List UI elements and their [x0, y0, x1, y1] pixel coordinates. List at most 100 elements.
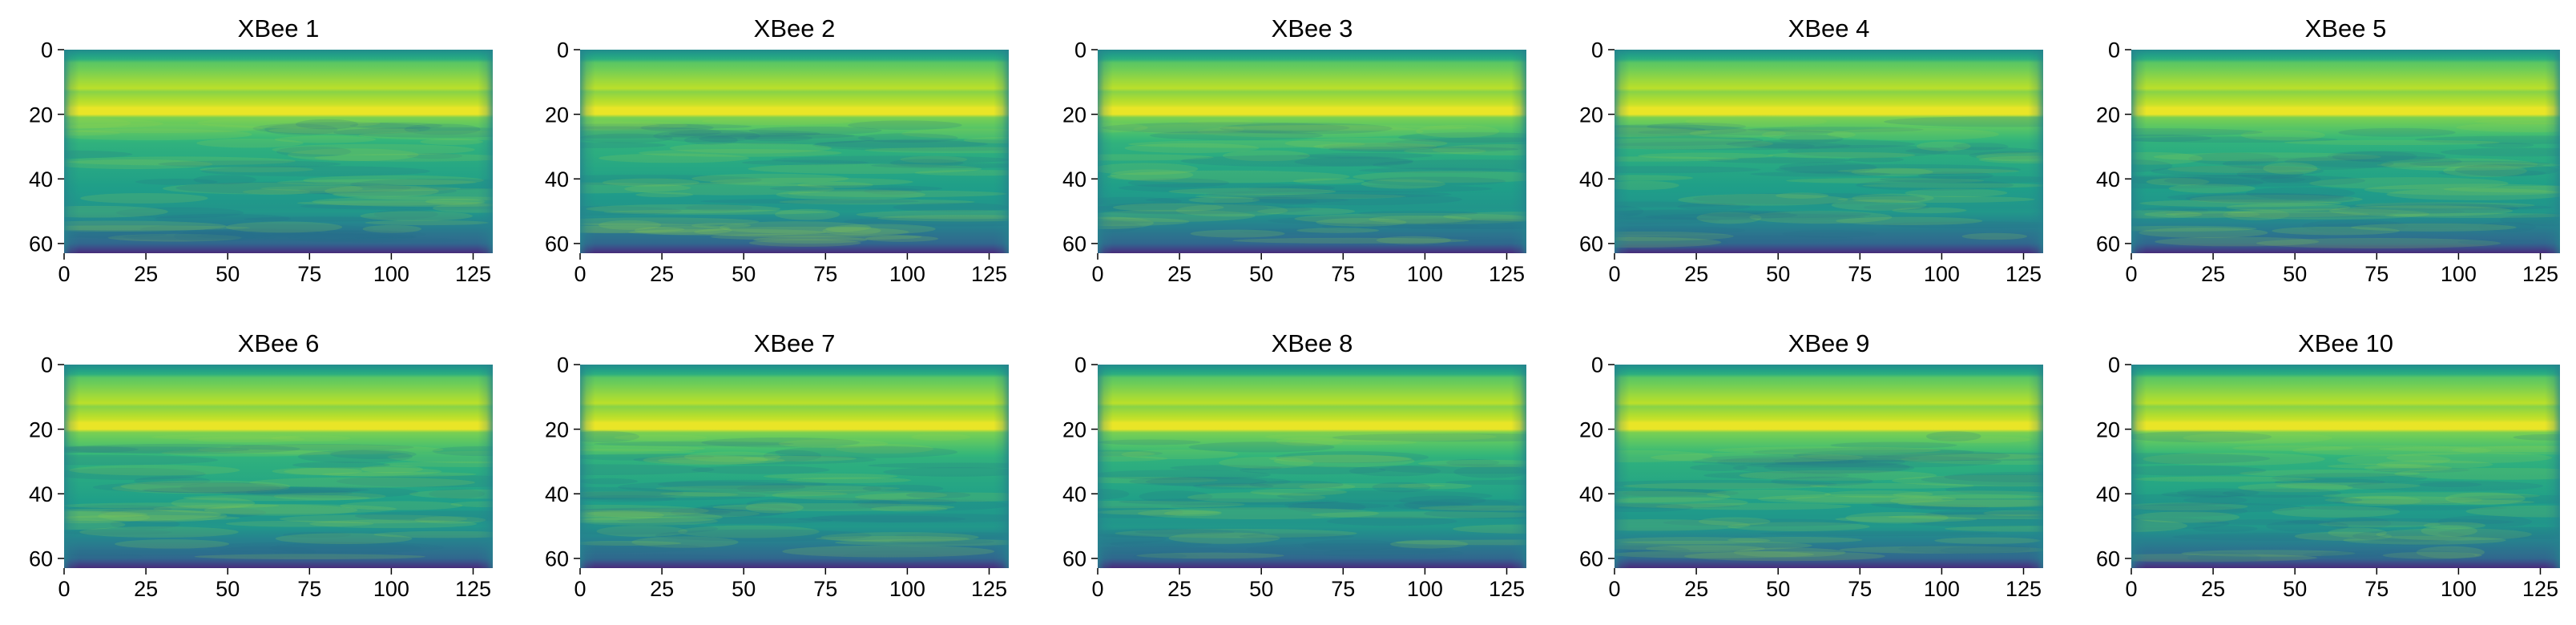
x-tick-label: 75	[2364, 262, 2389, 286]
x-tick-label: 25	[1167, 262, 1191, 286]
x-tick-label: 100	[889, 577, 925, 601]
x-tick-label: 25	[1684, 262, 1708, 286]
x-tick-label: 125	[2522, 577, 2558, 601]
spectrogram-panel: XBee 7 0 25 50 75 100 125 0 20 40 60	[545, 329, 1009, 601]
y-tick-label: 20	[1579, 103, 1603, 127]
spectrogram-panel: XBee 8 0 25 50 75 100 125 0 20 40 60	[1062, 329, 1526, 601]
heatmap-edge-shade	[1615, 365, 2043, 568]
spectrogram-panel: XBee 4 0 25 50 75 100 125 0 20 40 60	[1579, 14, 2043, 286]
y-tick-label: 0	[41, 38, 53, 62]
heatmap-edge-shade	[1615, 50, 2043, 253]
x-tick-label: 0	[58, 262, 70, 286]
x-tick-label: 50	[1766, 577, 1790, 601]
panel-title: XBee 2	[754, 14, 836, 42]
x-tick-label: 25	[2201, 262, 2225, 286]
spectrogram-panel: XBee 10 0 25 50 75 100 125 0 20 40 60	[2096, 329, 2560, 601]
y-tick-label: 20	[545, 103, 569, 127]
y-tick-label: 40	[1062, 482, 1086, 506]
x-tick-label: 50	[1766, 262, 1790, 286]
heatmap-edge-shade	[1098, 50, 1526, 253]
x-tick-label: 125	[971, 262, 1007, 286]
x-tick-label: 25	[134, 262, 158, 286]
x-tick-label: 100	[1924, 262, 1960, 286]
x-tick-label: 0	[1608, 262, 1620, 286]
x-tick-label: 100	[889, 262, 925, 286]
x-tick-label: 75	[297, 262, 321, 286]
y-tick-label: 20	[29, 417, 53, 442]
y-tick-label: 60	[2096, 547, 2120, 571]
x-tick-label: 0	[574, 262, 586, 286]
x-tick-label: 125	[1489, 577, 1525, 601]
panel-title: XBee 6	[238, 329, 320, 357]
x-tick-label: 75	[1331, 262, 1355, 286]
x-tick-label: 0	[1608, 577, 1620, 601]
panel-title: XBee 4	[1788, 14, 1870, 42]
y-tick-label: 60	[29, 232, 53, 256]
heatmap-edge-shade	[580, 50, 1009, 253]
panel-title: XBee 7	[754, 329, 836, 357]
heatmap-image	[580, 365, 1009, 568]
x-tick-label: 0	[58, 577, 70, 601]
x-tick-label: 50	[2283, 262, 2307, 286]
heatmap-image	[64, 50, 493, 253]
spectrogram-panel: XBee 9 0 25 50 75 100 125 0 20 40 60	[1579, 329, 2043, 601]
y-tick-label: 60	[1062, 232, 1086, 256]
panel-title: XBee 10	[2298, 329, 2393, 357]
heatmap-image	[1615, 365, 2043, 568]
x-tick-label: 50	[732, 262, 756, 286]
y-tick-label: 40	[1579, 482, 1603, 506]
x-tick-label: 125	[455, 577, 491, 601]
panel-title: XBee 8	[1272, 329, 1353, 357]
heatmap-edge-shade	[580, 365, 1009, 568]
spectrogram-panel: XBee 1 0 25 50 75 100 125 0 20 40 60	[29, 14, 493, 286]
spectrogram-panel: XBee 6 0 25 50 75 100 125 0 20 40 60	[29, 329, 493, 601]
x-tick-label: 50	[216, 262, 240, 286]
x-tick-label: 0	[1091, 577, 1103, 601]
x-tick-label: 125	[2006, 577, 2042, 601]
heatmap-image	[1098, 365, 1526, 568]
x-tick-label: 75	[813, 262, 837, 286]
x-tick-label: 50	[1249, 577, 1273, 601]
y-tick-label: 60	[29, 547, 53, 571]
heatmap-image	[1098, 50, 1526, 253]
x-tick-label: 0	[2125, 577, 2137, 601]
heatmap-edge-shade	[64, 365, 493, 568]
y-tick-label: 40	[1579, 167, 1603, 192]
x-tick-label: 50	[1249, 262, 1273, 286]
x-tick-label: 0	[574, 577, 586, 601]
y-tick-label: 60	[1062, 547, 1086, 571]
x-tick-label: 125	[2522, 262, 2558, 286]
panel-title: XBee 1	[238, 14, 320, 42]
heatmap-image	[580, 50, 1009, 253]
y-tick-label: 20	[1062, 103, 1086, 127]
heatmap-image	[2131, 365, 2560, 568]
heatmap-image	[64, 365, 493, 568]
panel-title: XBee 9	[1788, 329, 1870, 357]
x-tick-label: 50	[2283, 577, 2307, 601]
panel-title: XBee 5	[2305, 14, 2387, 42]
y-tick-label: 60	[545, 232, 569, 256]
heatmap-edge-shade	[1098, 365, 1526, 568]
x-tick-label: 50	[732, 577, 756, 601]
spectrogram-panel: XBee 2 0 25 50 75 100 125 0 20 40 60	[545, 14, 1009, 286]
y-tick-label: 0	[1591, 38, 1603, 62]
y-tick-label: 60	[2096, 232, 2120, 256]
y-tick-label: 0	[2108, 38, 2120, 62]
x-tick-label: 125	[2006, 262, 2042, 286]
y-tick-label: 40	[545, 482, 569, 506]
x-tick-label: 25	[650, 262, 674, 286]
x-tick-label: 75	[1331, 577, 1355, 601]
x-tick-label: 50	[216, 577, 240, 601]
x-tick-label: 100	[1924, 577, 1960, 601]
y-tick-label: 60	[1579, 232, 1603, 256]
y-tick-label: 0	[557, 38, 569, 62]
y-tick-label: 40	[2096, 482, 2120, 506]
y-tick-label: 60	[1579, 547, 1603, 571]
y-tick-label: 0	[557, 353, 569, 377]
y-tick-label: 60	[545, 547, 569, 571]
x-tick-label: 100	[1407, 262, 1443, 286]
heatmap-image	[2131, 50, 2560, 253]
x-tick-label: 25	[650, 577, 674, 601]
spectrogram-panel: XBee 3 0 25 50 75 100 125 0 20 40 60	[1062, 14, 1526, 286]
